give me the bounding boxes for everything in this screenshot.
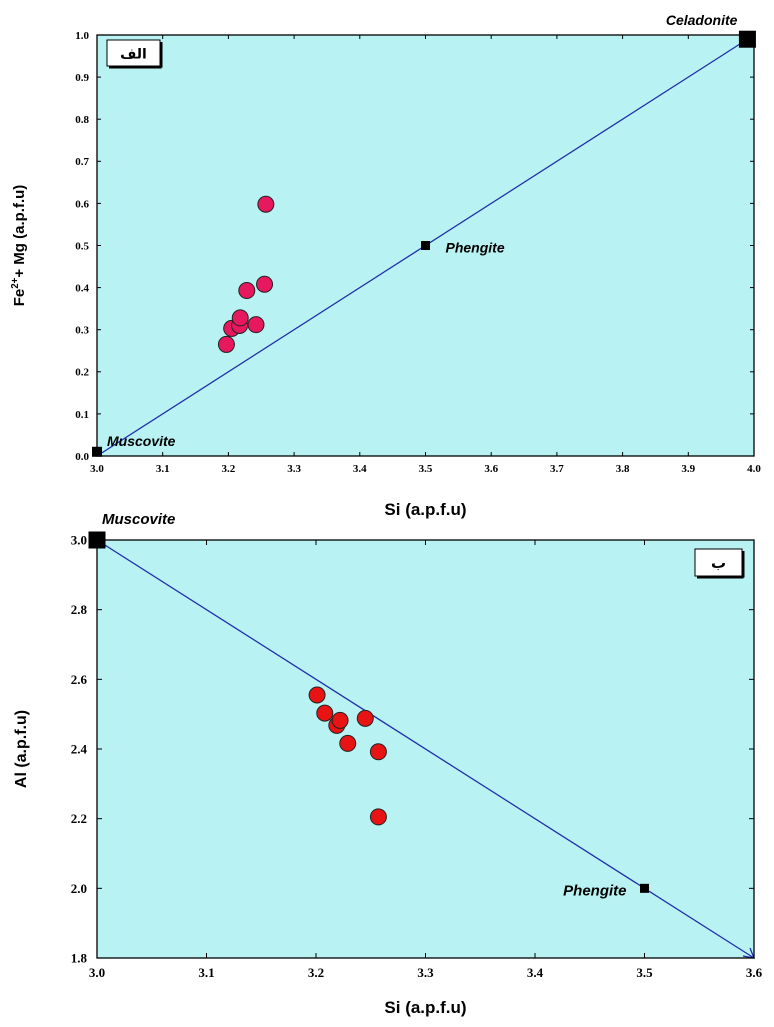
- x-tick-label: 3.4: [353, 463, 367, 475]
- end-member-label: Muscovite: [107, 433, 176, 449]
- panel-tag-box: [106, 39, 161, 67]
- y-tick-label: 0.2: [75, 367, 89, 379]
- end-member-marker: [640, 883, 649, 893]
- y-tick-label: 0.4: [75, 282, 89, 294]
- data-point: [217, 335, 235, 353]
- x-tick-label: 3.5: [419, 463, 433, 475]
- y-axis-label: Al (a.p.f.u): [13, 710, 30, 788]
- x-tick-label: 4.0: [747, 463, 761, 475]
- x-tick-label: 3.3: [417, 965, 434, 980]
- x-tick-label: 3.3: [287, 463, 301, 475]
- x-axis-label: Si (a.p.f.u): [384, 500, 466, 519]
- data-point: [231, 309, 249, 327]
- y-tick-label: 2.2: [71, 811, 87, 826]
- plot-frame: [96, 34, 755, 457]
- data-point: [256, 275, 274, 293]
- x-tick-label: 3.5: [636, 965, 653, 980]
- x-tick-label: 3.1: [198, 965, 214, 980]
- y-axis-label: Fe2++ Mg (a.p.f.u): [10, 185, 28, 307]
- y-tick-label: 0.3: [75, 325, 89, 337]
- end-member-marker: [421, 241, 430, 250]
- x-tick-label: 3.6: [484, 463, 498, 475]
- chart-panel-1: 3.0 3.1 3.2 3.3 3.4 3.5 3.6 3.7 3.8 3.9 4.0 0.0 0.1 0…: [10, 12, 761, 519]
- data-point: [257, 195, 275, 213]
- data-point: [238, 282, 256, 300]
- x-tick-label: 3.4: [527, 965, 544, 980]
- chart-panel-2: 3.0 3.1 3.2 3.3 3.4 3.5 3.6 1.8 2.0 2.2 2.4 2.6 2.8 3…: [13, 511, 763, 1017]
- x-tick-label: 3.9: [681, 463, 695, 475]
- plot-frame: [96, 539, 755, 959]
- y-tick-label: 2.4: [71, 742, 88, 757]
- end-member-label: Muscovite: [102, 511, 175, 528]
- x-tick-label: 3.8: [616, 463, 630, 475]
- x-axis-label: Si (a.p.f.u): [384, 998, 466, 1017]
- y-tick-label: 2.8: [71, 602, 88, 617]
- x-tick-label: 3.1: [156, 463, 170, 475]
- end-member-marker: [92, 446, 102, 457]
- y-tick-label: 1.8: [71, 951, 88, 966]
- data-point: [369, 743, 387, 761]
- y-tick-label: 0.0: [75, 451, 89, 463]
- end-member-label: Phengite: [446, 240, 505, 256]
- y-axis-label-prefix: Fe: [11, 289, 28, 307]
- data-point: [331, 711, 349, 729]
- end-member-label: Celadonite: [666, 12, 738, 28]
- x-tick-label: 3.0: [89, 965, 105, 980]
- y-tick-label: 3.0: [71, 533, 87, 548]
- end-member-label: Phengite: [563, 882, 626, 899]
- y-tick-label: 0.9: [75, 72, 89, 84]
- data-point: [356, 709, 374, 727]
- end-member-marker: [738, 30, 756, 48]
- data-point: [339, 734, 357, 752]
- y-tick-label: 0.5: [75, 240, 89, 252]
- x-tick-label: 3.7: [550, 463, 564, 475]
- y-tick-label: 1.0: [75, 30, 89, 42]
- y-tick-label: 2.6: [71, 672, 88, 687]
- y-tick-label: 0.8: [75, 114, 89, 126]
- data-point: [308, 686, 326, 704]
- panel-tag-box: [694, 548, 743, 577]
- x-tick-label: 3.2: [222, 463, 236, 475]
- y-tick-label: 2.0: [71, 881, 87, 896]
- panel-tag-label: الف: [120, 46, 147, 62]
- x-tick-label: 3.2: [308, 965, 324, 980]
- data-point: [369, 808, 387, 826]
- x-tick-label: 3.6: [746, 965, 763, 980]
- data-point: [247, 316, 265, 334]
- data-point: [316, 704, 334, 722]
- y-tick-label: 0.6: [75, 198, 89, 210]
- x-tick-label: 3.0: [90, 463, 104, 475]
- panel-tag-label: ب: [711, 554, 726, 572]
- y-tick-label: 0.7: [75, 156, 89, 168]
- end-member-marker: [88, 531, 106, 549]
- y-axis-label-superscript: 2+: [10, 277, 21, 288]
- y-tick-label: 0.1: [75, 409, 89, 421]
- y-axis-label-suffix: + Mg (a.p.f.u): [11, 185, 28, 278]
